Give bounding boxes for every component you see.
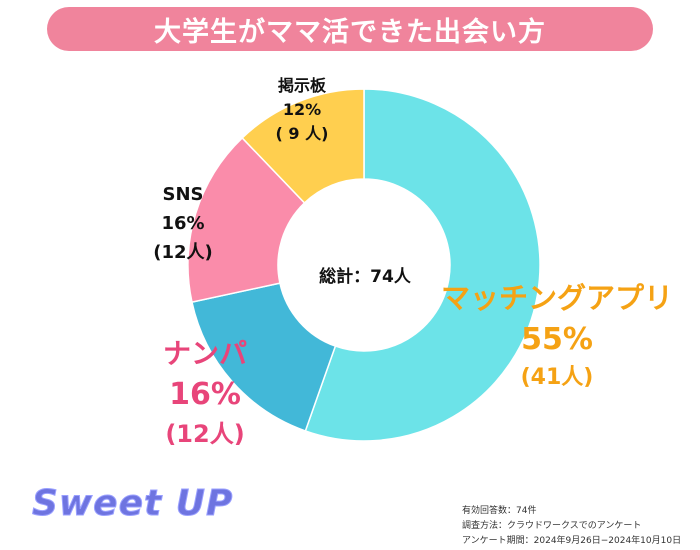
- slice-board: [241, 88, 365, 204]
- label-board-count: ( 9 人): [275, 124, 329, 143]
- slice-sns: [187, 136, 306, 303]
- label-board-percent: 12%: [282, 100, 322, 119]
- label-matching-count: (41人): [520, 365, 594, 390]
- label-sns-count: (12人): [153, 242, 213, 263]
- label-matching-name: マッチングアプリ: [440, 281, 673, 315]
- note-responses: 有効回答数：74件: [462, 506, 537, 516]
- note-method: 調査方法：クラウドワークスでのアンケート: [462, 521, 642, 531]
- slice-nanpa: [191, 282, 337, 432]
- label-board: 掲示板 12% ( 9 人): [262, 74, 342, 146]
- chart-title: 大学生がママ活できた出会い方: [154, 16, 546, 48]
- label-sns: SNS 16% (12人): [143, 180, 223, 267]
- label-nanpa-name: ナンパ: [162, 337, 247, 370]
- center-total-label: 総計：74人: [319, 267, 411, 287]
- label-matching-percent: 55%: [521, 322, 593, 357]
- label-sns-percent: 16%: [161, 213, 205, 234]
- sweet-up-logo: Sweet UP: [31, 483, 234, 525]
- label-nanpa-percent: 16%: [169, 377, 241, 412]
- label-nanpa: ナンパ 16% (12人): [140, 334, 270, 452]
- label-nanpa-count: (12人): [165, 420, 245, 448]
- label-sns-name: SNS: [162, 184, 204, 205]
- note-period: アンケート期間：2024年9月26日−2024年10月10日: [462, 536, 682, 546]
- label-matching: マッチングアプリ 55% (41人): [432, 278, 682, 394]
- survey-notes: 有効回答数：74件 調査方法：クラウドワークスでのアンケート アンケート期間：2…: [462, 504, 681, 549]
- label-board-name: 掲示板: [277, 76, 326, 95]
- title-banner: 大学生がママ活できた出会い方: [47, 7, 653, 51]
